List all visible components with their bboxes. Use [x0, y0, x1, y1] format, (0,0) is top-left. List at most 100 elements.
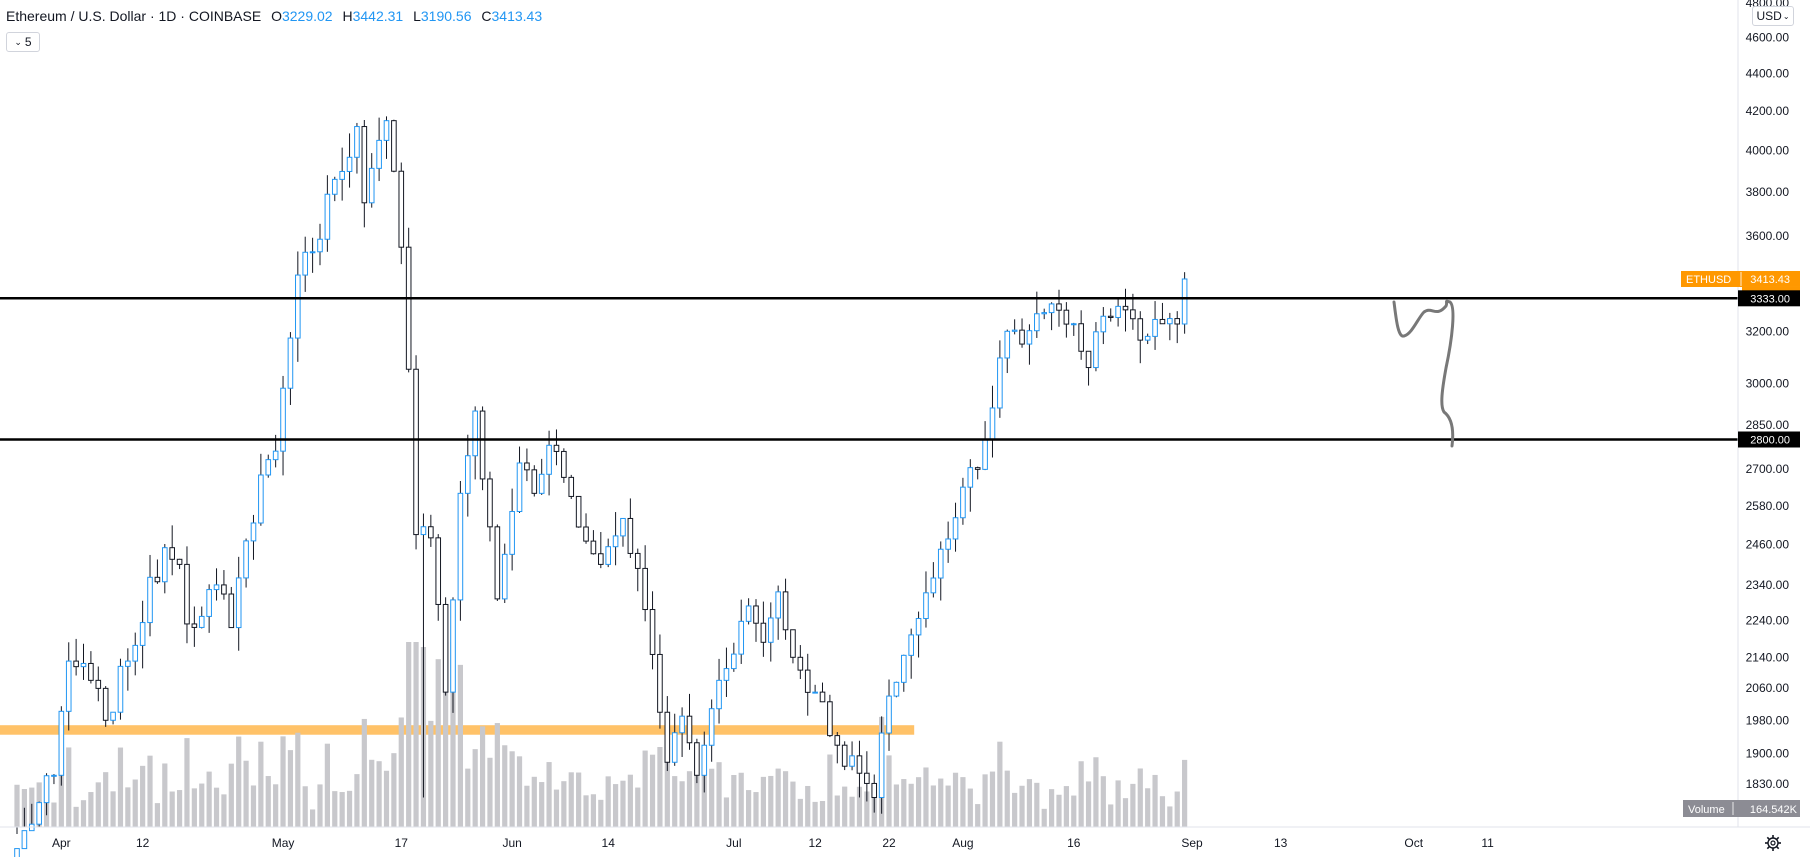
candle	[583, 513, 589, 544]
volume-bar	[376, 761, 382, 827]
volume-badge-value: 164.542K	[1750, 804, 1798, 816]
candle-body-up	[1181, 278, 1188, 325]
candle-body-down	[487, 478, 493, 528]
volume-bar	[546, 762, 552, 827]
candle-body-down	[1056, 303, 1062, 311]
volume-bar	[598, 799, 604, 827]
volume-bar	[1026, 779, 1033, 827]
volume-bar	[819, 800, 826, 827]
candle-body-up	[1041, 312, 1048, 315]
candle-body-down	[1078, 323, 1084, 352]
candle	[960, 477, 966, 525]
candle	[908, 628, 914, 679]
candle-body-up	[139, 622, 146, 646]
candle	[51, 774, 57, 785]
candle	[1093, 322, 1099, 372]
candle-body-down	[1159, 318, 1166, 325]
candle-body-down	[856, 755, 863, 774]
candle	[472, 406, 478, 480]
volume-bar	[893, 784, 900, 827]
candle	[782, 578, 789, 640]
candle-body-up	[368, 167, 375, 204]
candle-body-down	[102, 687, 109, 721]
candle-body-up	[538, 473, 545, 494]
candle	[361, 119, 368, 228]
candle-body-up	[509, 511, 515, 555]
time-tick-label: 16	[1067, 836, 1081, 850]
price-tick-label: 1830.00	[1746, 777, 1790, 791]
volume-bar	[842, 786, 848, 827]
candle-body-down	[575, 495, 582, 528]
volume-bar	[1108, 804, 1114, 827]
candle	[901, 654, 907, 692]
volume-bar	[605, 776, 611, 827]
volume-bar	[1004, 770, 1010, 827]
currency-select[interactable]: USD ⌄	[1752, 6, 1794, 26]
candle-body-up	[1152, 318, 1158, 337]
candle-body-up	[346, 156, 353, 172]
price-tick-label: 1980.00	[1746, 713, 1790, 727]
candle-body-up	[546, 444, 552, 475]
candle	[997, 340, 1003, 418]
candle-body-up	[457, 492, 464, 601]
candle	[930, 562, 937, 598]
gear-icon[interactable]	[1764, 834, 1782, 852]
candle	[302, 236, 309, 292]
candle	[686, 693, 693, 750]
volume-bar	[443, 642, 449, 827]
candle-body-down	[1122, 305, 1129, 311]
candle-body-up	[716, 679, 722, 710]
candle	[1019, 318, 1025, 348]
volume-bar	[701, 764, 707, 827]
volume-bar	[989, 771, 996, 827]
resistance-price-label: 3333.00	[1750, 293, 1790, 305]
candle	[14, 827, 20, 857]
volume-bar	[332, 791, 338, 827]
candle	[516, 446, 523, 513]
candle-body-up	[501, 553, 508, 600]
indicator-toggle-button[interactable]: ⌄ 5	[6, 32, 40, 52]
candle-body-up	[132, 644, 139, 662]
volume-bar	[738, 772, 744, 827]
volume-badge-bg	[1683, 800, 1800, 817]
volume-bar	[472, 749, 478, 827]
price-tick-label: 4800.00	[1746, 0, 1790, 10]
candle	[590, 530, 597, 555]
candle	[1167, 312, 1173, 341]
volume-bar	[265, 776, 271, 827]
candle	[546, 430, 552, 496]
time-tick-label: Jul	[726, 836, 741, 850]
volume-bar	[1041, 808, 1047, 827]
volume-bar	[834, 795, 840, 827]
volume-bar	[1100, 776, 1106, 827]
candle-body-up	[1048, 303, 1055, 314]
candle-body-up	[893, 681, 900, 697]
candle	[701, 731, 708, 793]
candle	[834, 732, 841, 764]
candle-body-up	[36, 802, 42, 825]
volume-bar	[383, 770, 390, 827]
volume-bar	[686, 771, 693, 827]
support-price-label-bg	[1738, 431, 1800, 448]
candle	[664, 696, 671, 772]
candle	[812, 684, 818, 694]
volume-bar	[287, 750, 294, 827]
candle-body-up	[265, 459, 272, 476]
candle-body-down	[1019, 329, 1025, 345]
volume-bar	[768, 775, 774, 827]
candle-body-up	[812, 691, 818, 694]
time-tick-label: 12	[136, 836, 150, 850]
volume-bar	[457, 664, 463, 827]
time-tick-label: Aug	[952, 836, 973, 850]
time-tick-label: 22	[882, 836, 896, 850]
time-axis: Apr 12 May 17 Jun 14 Jul 12 22 Aug 16 Sep 13 Oct 11	[52, 836, 1494, 850]
volume-bar	[487, 757, 493, 827]
candle	[1070, 322, 1077, 336]
candle-body-down	[361, 126, 368, 204]
candle-body-up	[731, 653, 737, 670]
open-value: 3229.02	[281, 8, 333, 24]
volume-bar	[945, 785, 951, 827]
volume-bar	[627, 774, 633, 827]
candle	[258, 453, 264, 526]
